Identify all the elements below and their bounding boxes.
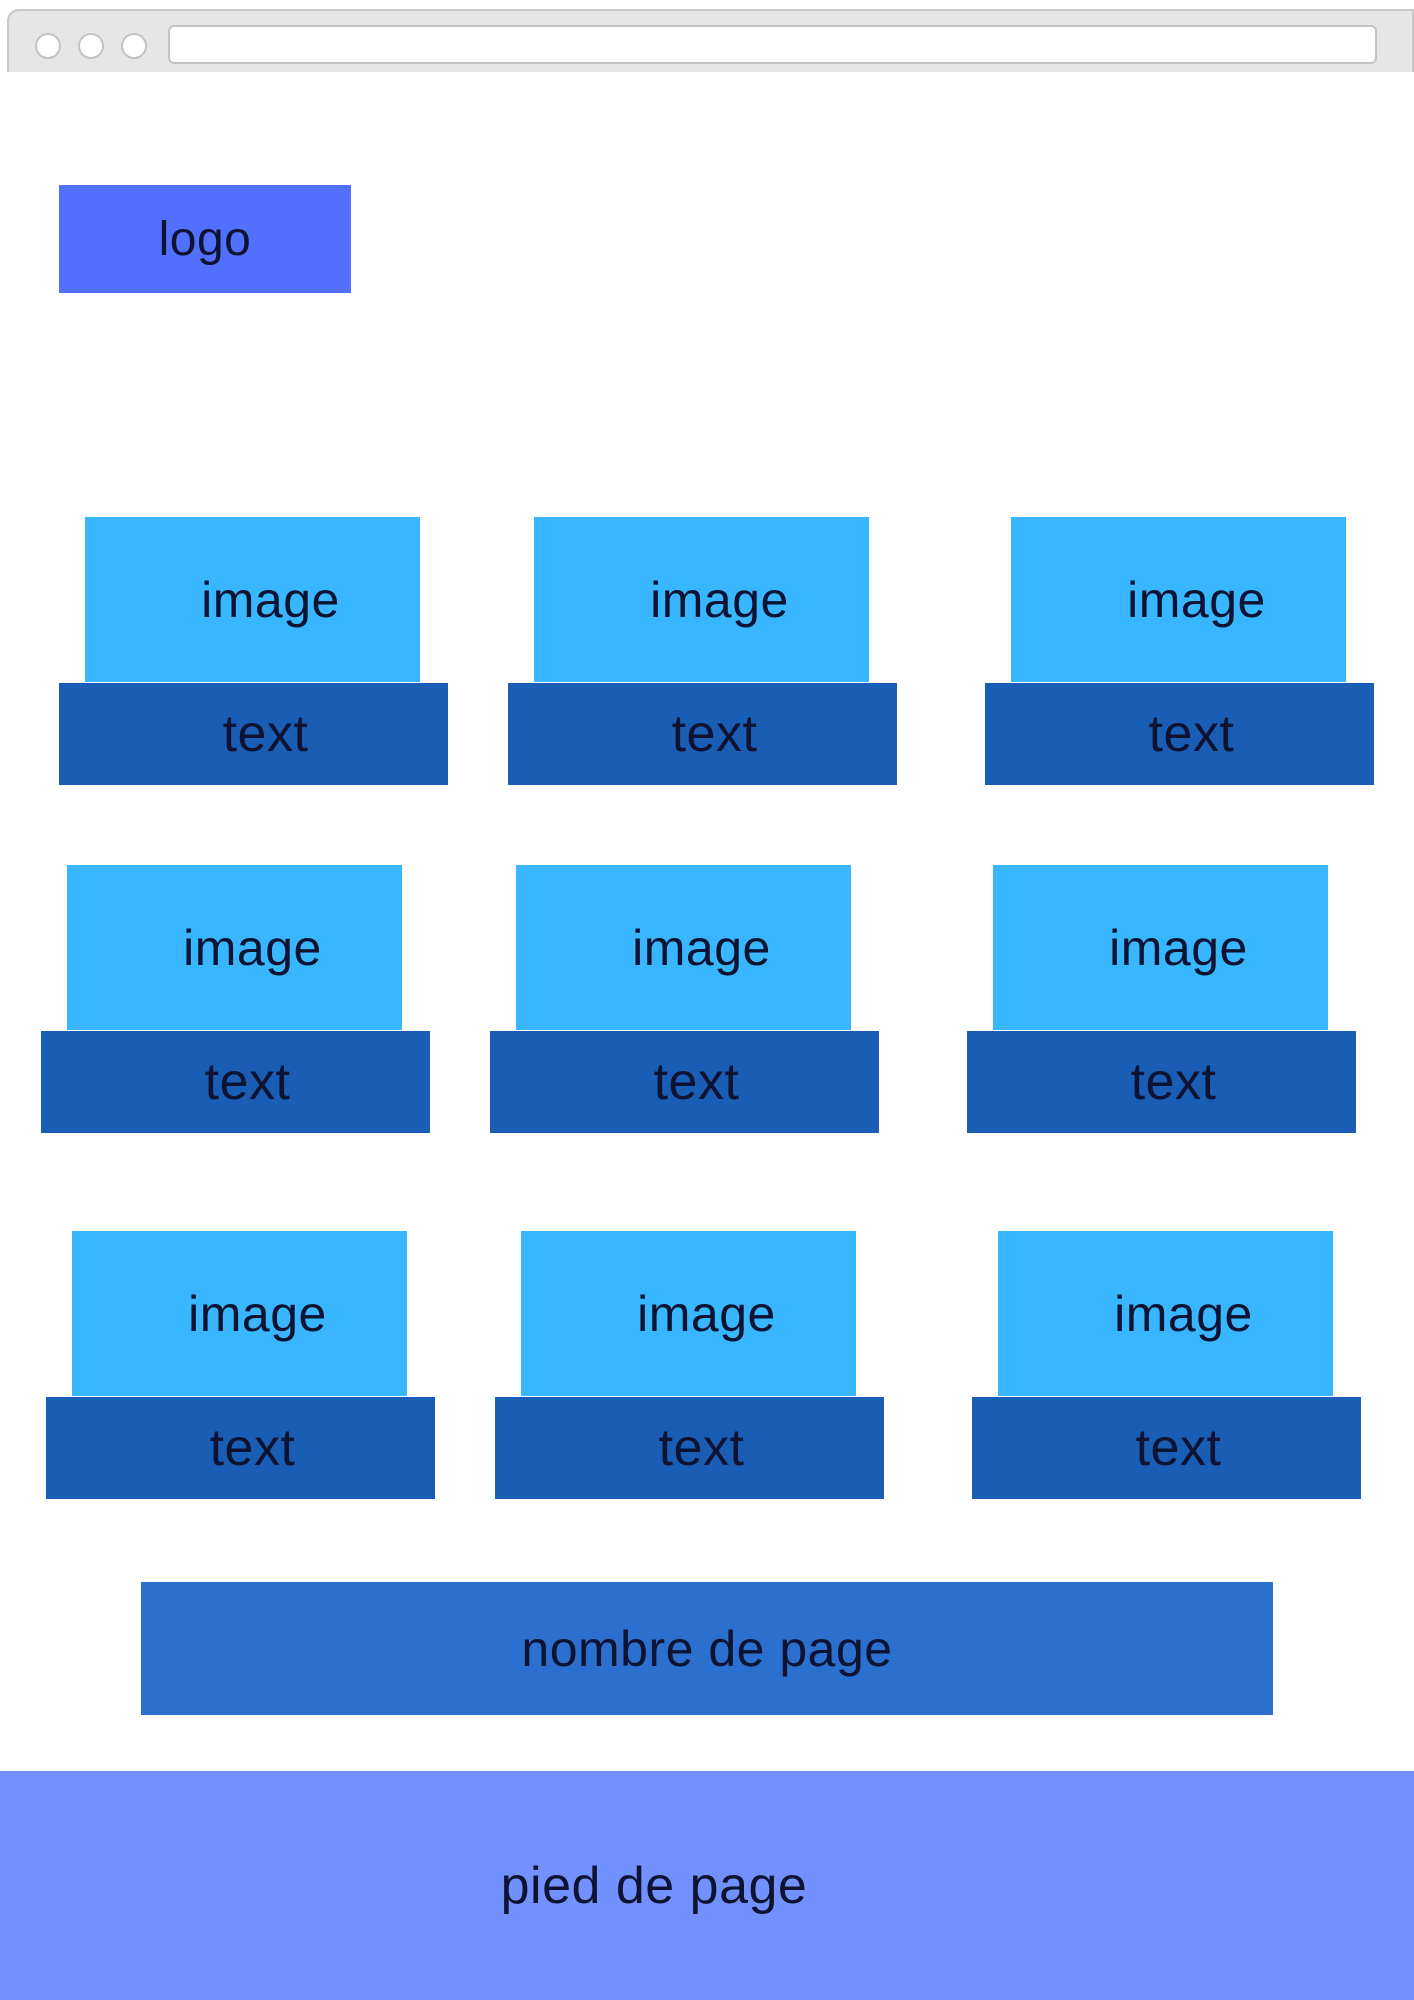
card-text[interactable]: text bbox=[490, 1031, 879, 1133]
card-image[interactable]: image bbox=[521, 1231, 856, 1396]
footer: pied de page bbox=[0, 1771, 1414, 2000]
card-text[interactable]: text bbox=[508, 683, 897, 785]
card-text[interactable]: text bbox=[985, 683, 1374, 785]
card-image[interactable]: image bbox=[1011, 517, 1346, 682]
browser-window-chrome bbox=[7, 9, 1414, 72]
card-text[interactable]: text bbox=[46, 1397, 435, 1499]
card-image[interactable]: image bbox=[72, 1231, 407, 1396]
card-image[interactable]: image bbox=[516, 865, 851, 1030]
logo[interactable]: logo bbox=[59, 185, 351, 293]
window-close-button[interactable] bbox=[35, 33, 61, 59]
card-image[interactable]: image bbox=[67, 865, 402, 1030]
card-image[interactable]: image bbox=[534, 517, 869, 682]
card-image[interactable]: image bbox=[85, 517, 420, 682]
card-text[interactable]: text bbox=[59, 683, 448, 785]
pagination[interactable]: nombre de page bbox=[141, 1582, 1273, 1715]
address-bar[interactable] bbox=[168, 25, 1377, 64]
card-image[interactable]: image bbox=[993, 865, 1328, 1030]
card-image[interactable]: image bbox=[998, 1231, 1333, 1396]
card-text[interactable]: text bbox=[41, 1031, 430, 1133]
card-text[interactable]: text bbox=[967, 1031, 1356, 1133]
window-minimize-button[interactable] bbox=[78, 33, 104, 59]
window-maximize-button[interactable] bbox=[121, 33, 147, 59]
card-text[interactable]: text bbox=[972, 1397, 1361, 1499]
card-text[interactable]: text bbox=[495, 1397, 884, 1499]
